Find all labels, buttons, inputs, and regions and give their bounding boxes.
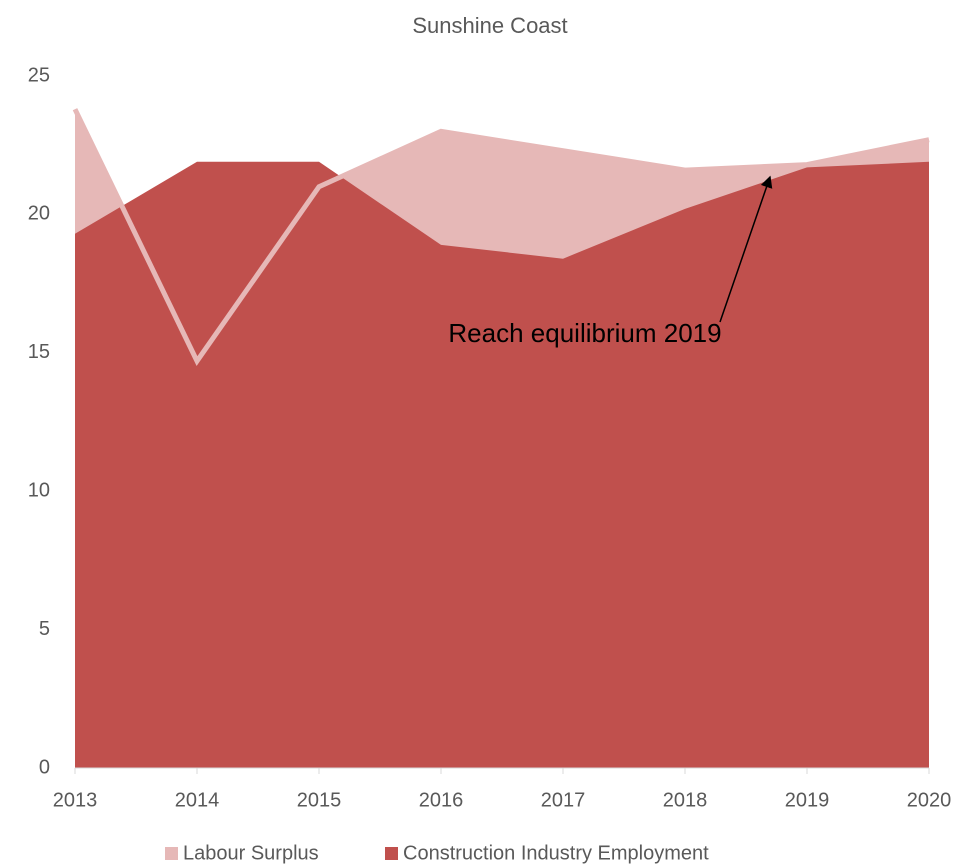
y-tick-label: 15 <box>28 341 50 363</box>
chart-title: Sunshine Coast <box>412 13 567 38</box>
area <box>75 161 929 769</box>
x-tick-label: 2017 <box>541 789 586 811</box>
x-tick-label: 2020 <box>907 789 952 811</box>
y-tick-label: 10 <box>28 479 50 501</box>
y-tick-label: 5 <box>39 618 50 640</box>
x-tick-label: 2014 <box>175 789 220 811</box>
x-tick-label: 2018 <box>663 789 708 811</box>
legend-label: Construction Industry Employment <box>403 842 709 864</box>
x-tick-label: 2019 <box>785 789 830 811</box>
annotation-arrow <box>719 175 773 323</box>
x-tick-label: 2016 <box>419 789 464 811</box>
legend-swatch <box>385 847 398 860</box>
y-tick-label: 0 <box>39 756 50 778</box>
x-tick-label: 2015 <box>297 789 342 811</box>
y-tick-label: 25 <box>28 64 50 86</box>
x-tick-label: 2013 <box>53 789 98 811</box>
legend-swatch <box>165 847 178 860</box>
legend-label: Labour Surplus <box>183 842 319 864</box>
annotation: Reach equilibrium 2019 <box>448 318 721 348</box>
area-line <box>72 108 930 367</box>
y-tick-label: 20 <box>28 203 50 225</box>
